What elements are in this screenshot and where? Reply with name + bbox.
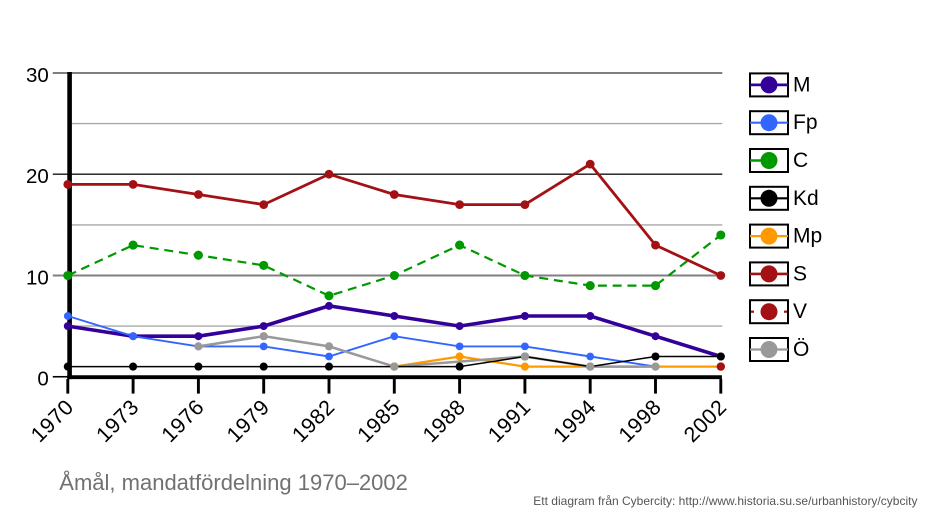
svg-text:Kd: Kd	[793, 187, 819, 210]
svg-text:Åmål, mandatfördelning 1970–20: Åmål, mandatfördelning 1970–2002	[59, 470, 408, 495]
svg-text:M: M	[793, 73, 811, 96]
svg-text:V: V	[793, 300, 807, 323]
svg-text:Ett diagram från Cybercity: ht: Ett diagram från Cybercity: http://www.h…	[533, 494, 917, 508]
svg-text:30: 30	[26, 64, 49, 87]
svg-text:Mp: Mp	[793, 225, 822, 248]
svg-text:S: S	[793, 262, 807, 285]
svg-text:C: C	[793, 149, 808, 172]
svg-text:0: 0	[37, 368, 48, 391]
svg-text:20: 20	[26, 165, 49, 188]
svg-text:Fp: Fp	[793, 111, 818, 134]
svg-text:10: 10	[26, 266, 49, 289]
svg-text:Ö: Ö	[793, 338, 809, 361]
